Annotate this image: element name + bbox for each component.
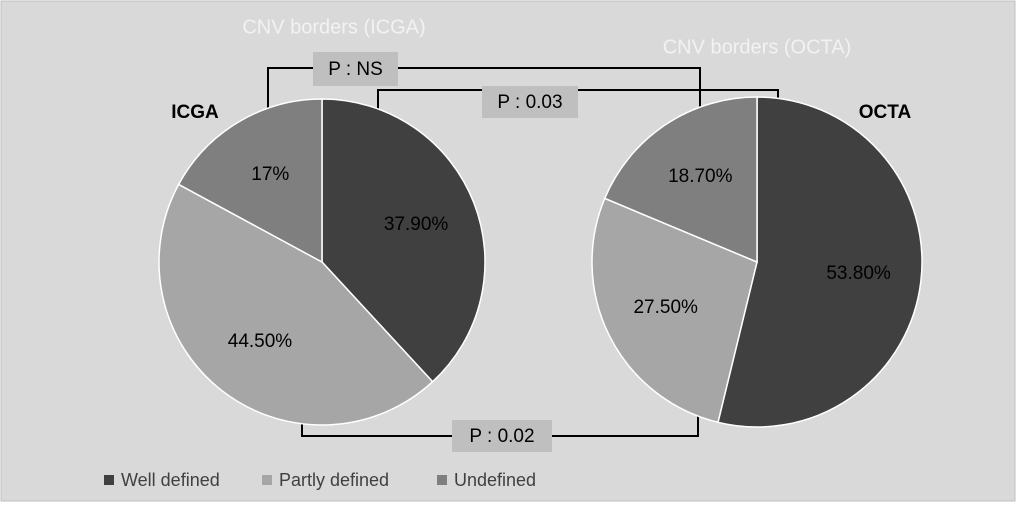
legend-label: Well defined — [121, 470, 220, 490]
legend-label: Undefined — [454, 470, 536, 490]
annotation: P : 0.02 — [469, 426, 534, 447]
annotation-box — [313, 52, 398, 86]
data-label: 37.90% — [384, 214, 449, 235]
legend-swatch — [104, 475, 114, 485]
annotation: P : NS — [328, 59, 383, 80]
data-label: 27.50% — [633, 297, 698, 318]
bracket — [267, 67, 701, 118]
annotation: P : 0.03 — [497, 92, 562, 113]
legend-swatch — [437, 475, 447, 485]
pie-slice — [158, 183, 434, 426]
chart-title: CNV borders (OCTA) — [663, 36, 852, 58]
pie-slice — [177, 98, 323, 264]
pie-slice — [717, 96, 923, 428]
pie-label: OCTA — [859, 102, 912, 123]
pie-label: ICGA — [171, 102, 219, 123]
data-label: 53.80% — [826, 263, 891, 284]
legend-label: Partly defined — [279, 470, 389, 490]
pie-slice — [321, 98, 486, 383]
data-label: 44.50% — [228, 331, 293, 352]
chart-title: CNV borders (ICGA) — [242, 16, 425, 38]
annotation-box — [452, 420, 552, 452]
legend-swatch — [262, 475, 272, 485]
data-label: 18.70% — [668, 166, 733, 187]
pie-slice — [603, 96, 758, 264]
pie-slice — [591, 197, 758, 424]
data-label: 17% — [251, 164, 289, 185]
annotation-box — [482, 86, 578, 118]
